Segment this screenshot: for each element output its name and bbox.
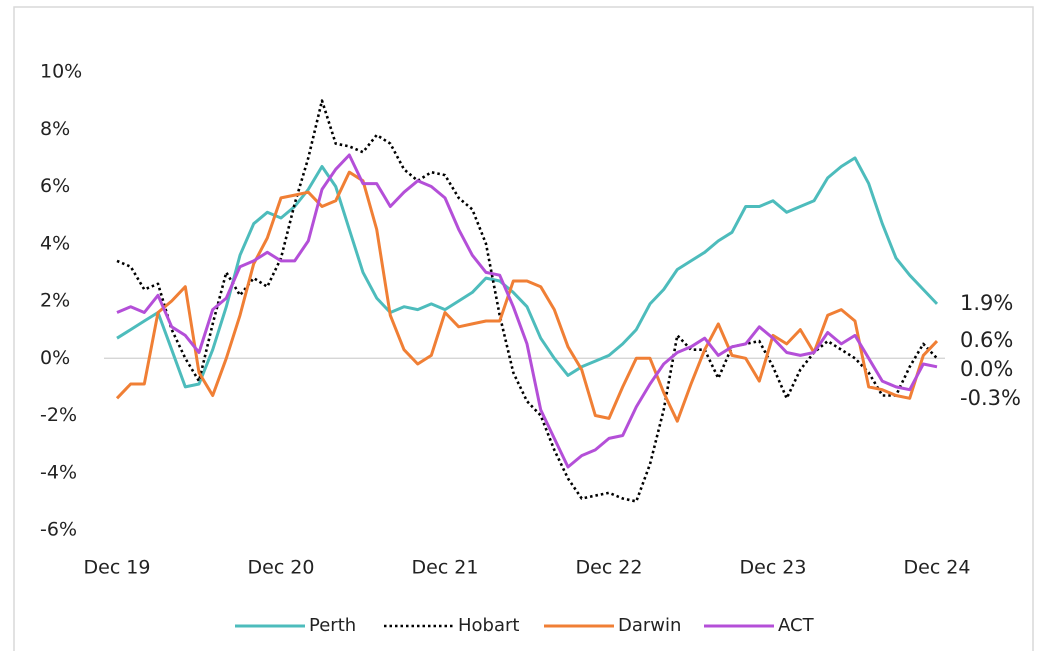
y-tick-label: 2% (40, 290, 70, 312)
end-label: 1.9% (960, 291, 1013, 315)
chart-frame (13, 6, 1034, 651)
end-label: -0.3% (960, 386, 1021, 410)
series-line (115, 170, 939, 423)
end-label: 0.6% (960, 328, 1013, 352)
x-tick-label: Dec 21 (412, 557, 479, 579)
series-line (116, 153, 938, 469)
legend-label: Hobart (458, 615, 519, 636)
end-label: 0.0% (960, 357, 1013, 381)
legend-label: Darwin (618, 615, 681, 636)
y-tick-label: -4% (40, 461, 77, 483)
x-tick-label: Dec 20 (248, 557, 315, 579)
y-tick-label: 0% (40, 347, 70, 369)
x-tick-label: Dec 24 (904, 557, 971, 579)
legend-label: ACT (778, 615, 815, 636)
y-tick-label: 10% (40, 61, 82, 83)
x-tick-label: Dec 23 (740, 557, 807, 579)
legend-label: Perth (309, 615, 356, 636)
y-tick-label: 4% (40, 232, 70, 254)
x-tick-label: Dec 19 (84, 557, 151, 579)
x-tick-label: Dec 22 (576, 557, 643, 579)
series-line (116, 99, 938, 503)
y-tick-label: -6% (40, 519, 77, 541)
y-tick-label: -2% (40, 404, 77, 426)
y-tick-label: 6% (40, 175, 70, 197)
y-tick-label: 8% (40, 118, 70, 140)
series-line (116, 156, 939, 389)
